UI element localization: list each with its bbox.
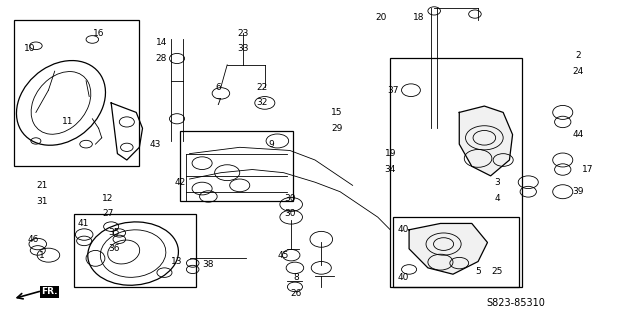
Text: 16: 16 (93, 28, 105, 38)
Text: 26: 26 (290, 289, 302, 298)
Text: 30: 30 (284, 209, 295, 219)
Text: 40: 40 (397, 225, 408, 234)
Text: 46: 46 (27, 235, 38, 244)
Text: 21: 21 (37, 181, 48, 190)
Text: 38: 38 (203, 260, 214, 269)
Text: 34: 34 (384, 165, 396, 174)
Text: 42: 42 (175, 178, 186, 187)
Text: 11: 11 (62, 117, 73, 126)
Text: 2: 2 (576, 51, 581, 60)
Text: 17: 17 (582, 165, 593, 174)
Text: 35: 35 (108, 228, 120, 237)
Text: 23: 23 (237, 28, 249, 38)
Text: 18: 18 (413, 13, 424, 22)
Text: 43: 43 (149, 140, 161, 148)
Text: 30: 30 (284, 194, 295, 203)
Bar (74, 214, 196, 287)
Bar (14, 20, 139, 166)
Text: 31: 31 (37, 197, 48, 206)
Polygon shape (409, 223, 488, 274)
Text: 19: 19 (384, 149, 396, 158)
Text: 8: 8 (294, 273, 299, 282)
Text: 40: 40 (397, 273, 408, 282)
Text: 13: 13 (171, 257, 183, 266)
Text: 10: 10 (24, 44, 35, 53)
Text: 14: 14 (156, 38, 167, 47)
Text: 28: 28 (156, 54, 167, 63)
Text: 20: 20 (375, 13, 387, 22)
Text: 45: 45 (278, 251, 289, 260)
Text: FR.: FR. (42, 287, 58, 296)
Text: 27: 27 (102, 209, 113, 219)
Text: 29: 29 (331, 124, 343, 133)
Text: 33: 33 (237, 44, 249, 53)
Text: 12: 12 (102, 194, 113, 203)
Text: 9: 9 (268, 140, 274, 148)
Text: 6: 6 (215, 83, 220, 92)
Text: 5: 5 (475, 267, 481, 276)
Text: 25: 25 (491, 267, 503, 276)
Bar (393, 217, 519, 287)
Text: 1: 1 (39, 251, 45, 260)
Text: 32: 32 (256, 99, 267, 108)
Text: 41: 41 (77, 219, 89, 228)
Text: 4: 4 (494, 194, 500, 203)
Text: 39: 39 (573, 187, 584, 196)
Text: 24: 24 (573, 67, 584, 76)
Bar (390, 59, 522, 287)
Text: 22: 22 (256, 83, 267, 92)
Polygon shape (459, 106, 513, 176)
Text: 3: 3 (494, 178, 500, 187)
Text: 37: 37 (387, 86, 399, 95)
Text: 15: 15 (331, 108, 343, 117)
Text: 7: 7 (215, 99, 220, 108)
Text: S823-85310: S823-85310 (486, 298, 545, 308)
Text: 36: 36 (108, 244, 120, 253)
Bar (180, 132, 293, 201)
Text: 44: 44 (573, 130, 584, 139)
